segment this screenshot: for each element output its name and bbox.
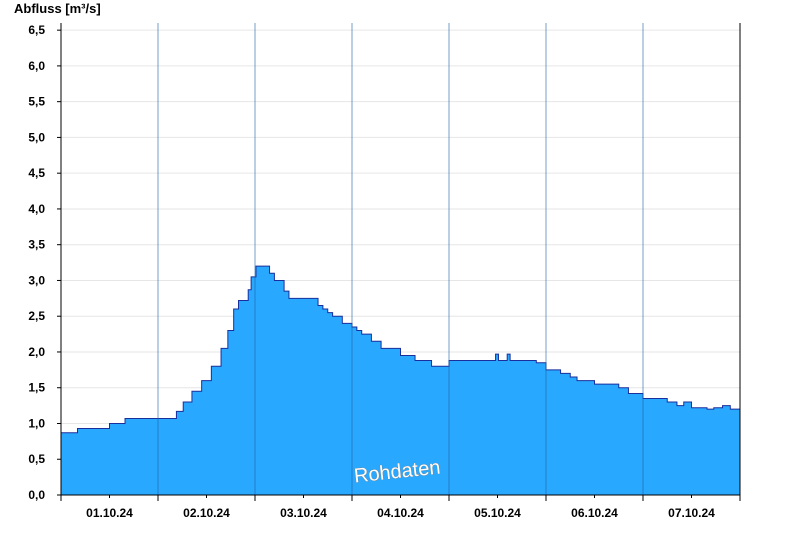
- y-tick-label: 4,5: [28, 166, 45, 180]
- y-tick-label: 5,5: [28, 95, 45, 109]
- x-tick-label: 01.10.24: [86, 506, 133, 520]
- axes: [57, 23, 741, 501]
- y-tick-label: 6,0: [28, 59, 45, 73]
- y-tick-label: 2,0: [28, 345, 45, 359]
- x-tick-label: 02.10.24: [183, 506, 230, 520]
- grid-lines: [61, 29, 740, 460]
- y-tick-label: 1,0: [28, 416, 45, 430]
- x-tick-label: 06.10.24: [571, 506, 618, 520]
- x-tick-label: 04.10.24: [377, 506, 424, 520]
- y-tick-label: 3,0: [28, 273, 45, 287]
- x-tick-label: 03.10.24: [280, 506, 327, 520]
- x-tick-labels: 01.10.24 02.10.24 03.10.24 04.10.24 05.10.24…: [86, 506, 715, 520]
- y-tick-label: 2,5: [28, 309, 45, 323]
- y-tick-label: 5,0: [28, 130, 45, 144]
- data-area-layer: [60, 265, 741, 496]
- day-dividers: [157, 23, 644, 495]
- series-area: [60, 265, 741, 496]
- y-tick-label: 0,0: [28, 488, 45, 502]
- y-tick-label: 4,0: [28, 202, 45, 216]
- x-tick-label: 05.10.24: [474, 506, 521, 520]
- x-tick-label: 07.10.24: [668, 506, 715, 520]
- y-tick-label: 1,5: [28, 381, 45, 395]
- y-tick-labels: 0,0 0,5 1,0 1,5 2,0 2,5 3,0 3,5 4,0 4,5 5,0 5,5 6,0 6…: [28, 23, 45, 502]
- y-tick-label: 3,5: [28, 238, 45, 252]
- y-tick-label: 6,5: [28, 23, 45, 37]
- y-tick-label: 0,5: [28, 452, 45, 466]
- y-axis-label: Abfluss [m³/s]: [14, 1, 101, 16]
